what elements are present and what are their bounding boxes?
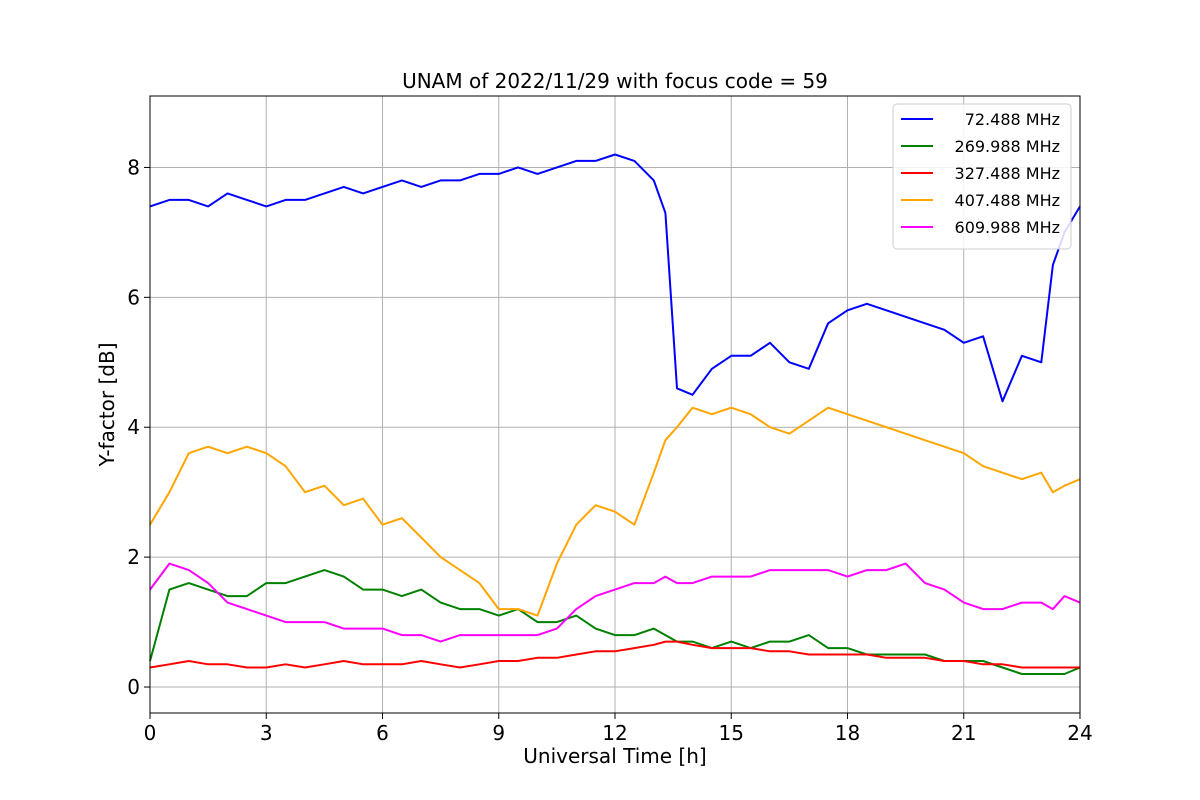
legend-label: 72.488 MHz: [965, 110, 1060, 129]
y-tick-label: 0: [127, 675, 140, 699]
x-tick-label: 12: [602, 721, 627, 745]
y-tick-label: 4: [127, 415, 140, 439]
x-tick-label: 21: [951, 721, 976, 745]
x-tick-label: 18: [835, 721, 860, 745]
series-line: [149, 562, 1081, 643]
y-tick-label: 6: [127, 285, 140, 309]
legend: 72.488 MHz 269.988 MHz 327.488 MHz 407.488 …: [892, 103, 1072, 250]
y-tick-label: 2: [127, 545, 140, 569]
legend-box: [892, 103, 1072, 250]
series-line: [149, 640, 1080, 669]
legend-label: 269.988 MHz: [955, 137, 1060, 156]
x-tick-label: 3: [260, 721, 273, 745]
series-line: [149, 569, 1081, 675]
x-tick-label: 9: [492, 721, 505, 745]
x-tick-label: 6: [376, 721, 389, 745]
legend-label: 327.488 MHz: [955, 164, 1060, 183]
chart-title: UNAM of 2022/11/29 with focus code = 59: [402, 69, 828, 93]
y-axis-label: Y-factor [dB]: [95, 342, 119, 467]
series-layer: [149, 153, 1081, 675]
series-line: [149, 153, 1081, 403]
x-tick-label: 24: [1067, 721, 1092, 745]
y-tick-label: 8: [127, 155, 140, 179]
x-tick-label: 15: [719, 721, 744, 745]
legend-label: 609.988 MHz: [955, 218, 1060, 237]
x-axis-label: Universal Time [h]: [523, 744, 706, 768]
x-tick-label: 0: [144, 721, 157, 745]
series-line: [149, 406, 1081, 617]
legend-label: 407.488 MHz: [955, 191, 1060, 210]
